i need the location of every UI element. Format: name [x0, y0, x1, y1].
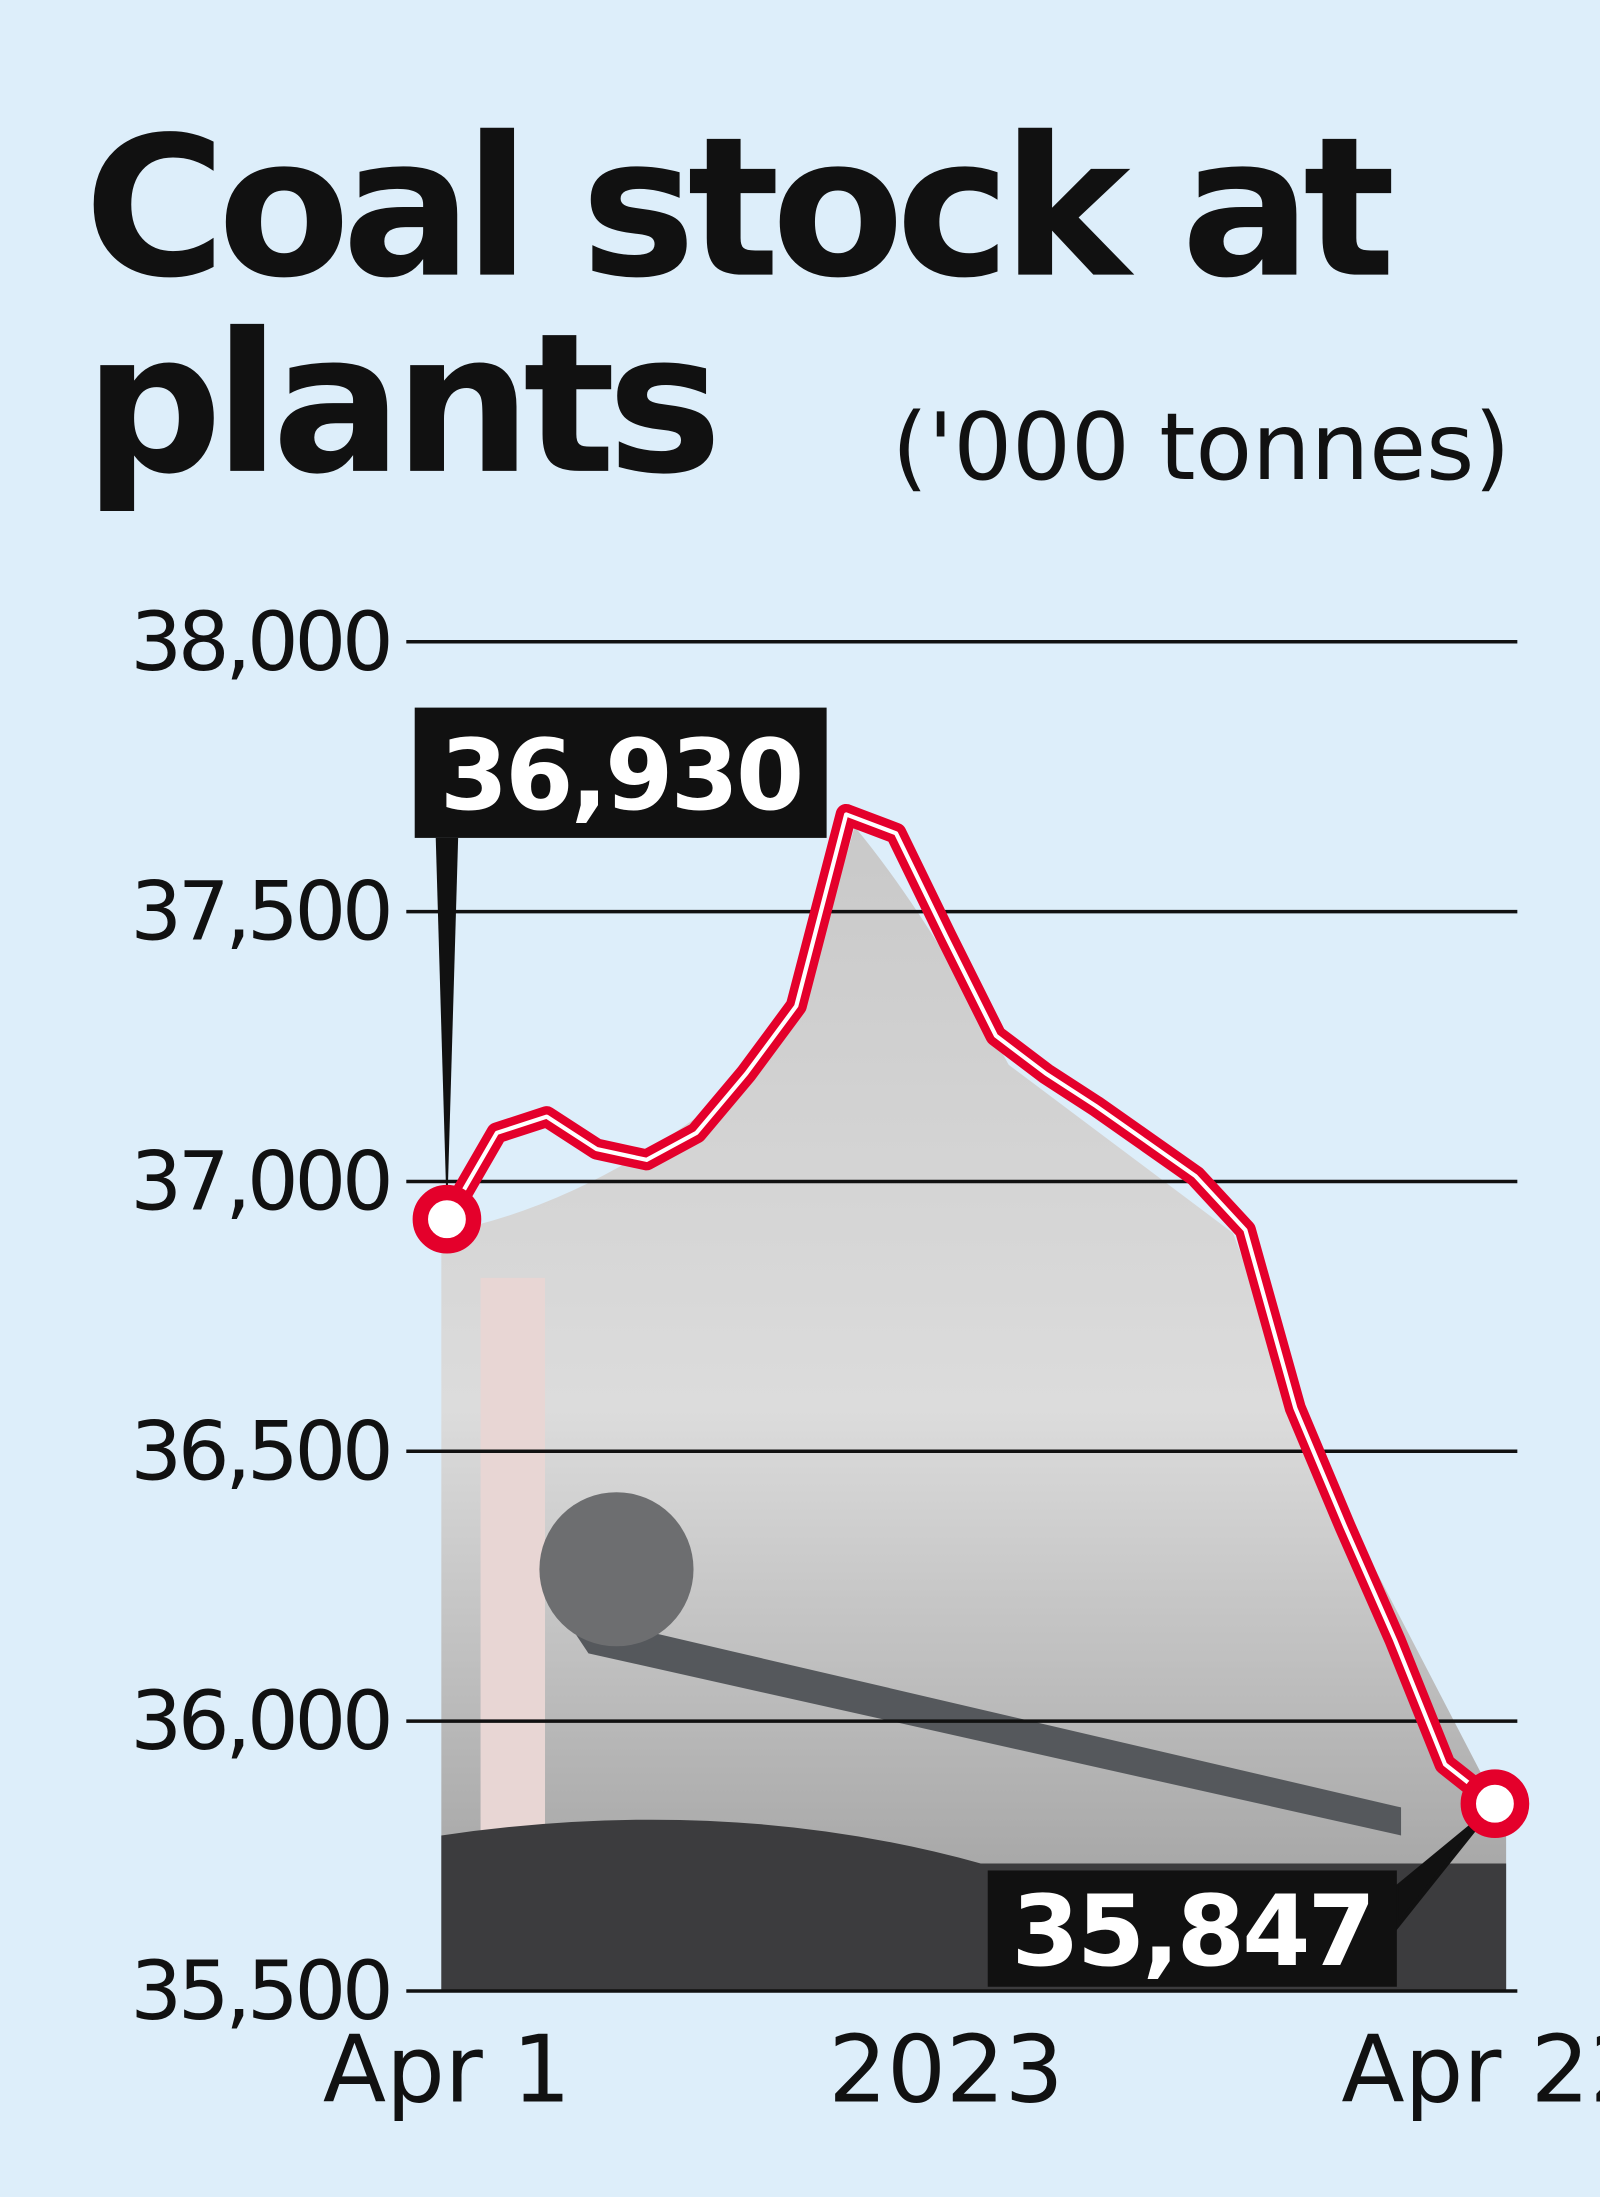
callout-pointer: [435, 837, 459, 1220]
y-tick-label: 37,000: [130, 1135, 389, 1229]
x-tick-label: Apr 22: [1341, 2016, 1600, 2124]
x-tick-label: Apr 1: [323, 2016, 571, 2124]
value-label: 36,930: [440, 719, 802, 833]
line-highlight: [445, 812, 1497, 1806]
conveyor: [560, 1611, 1402, 1836]
y-tick-label: 38,000: [130, 596, 389, 690]
value-label: 35,847: [1011, 1875, 1373, 1989]
x-tick-label: 2023: [828, 2016, 1063, 2124]
y-tick-label: 36,500: [130, 1405, 389, 1499]
chart-title: plants: [84, 292, 714, 517]
value-label-box: [987, 1870, 1397, 1987]
value-label-box: [414, 707, 827, 838]
y-tick-label: 35,500: [130, 1945, 389, 2039]
y-tick-label: 37,500: [130, 866, 389, 960]
chart-title: Coal stock at: [84, 96, 1391, 321]
point-marker: [1460, 1769, 1530, 1839]
point-marker: [412, 1184, 482, 1254]
chart-subtitle: ('000 tonnes): [892, 393, 1510, 501]
wheel: [539, 1492, 694, 1647]
y-tick-label: 36,000: [130, 1675, 389, 1769]
